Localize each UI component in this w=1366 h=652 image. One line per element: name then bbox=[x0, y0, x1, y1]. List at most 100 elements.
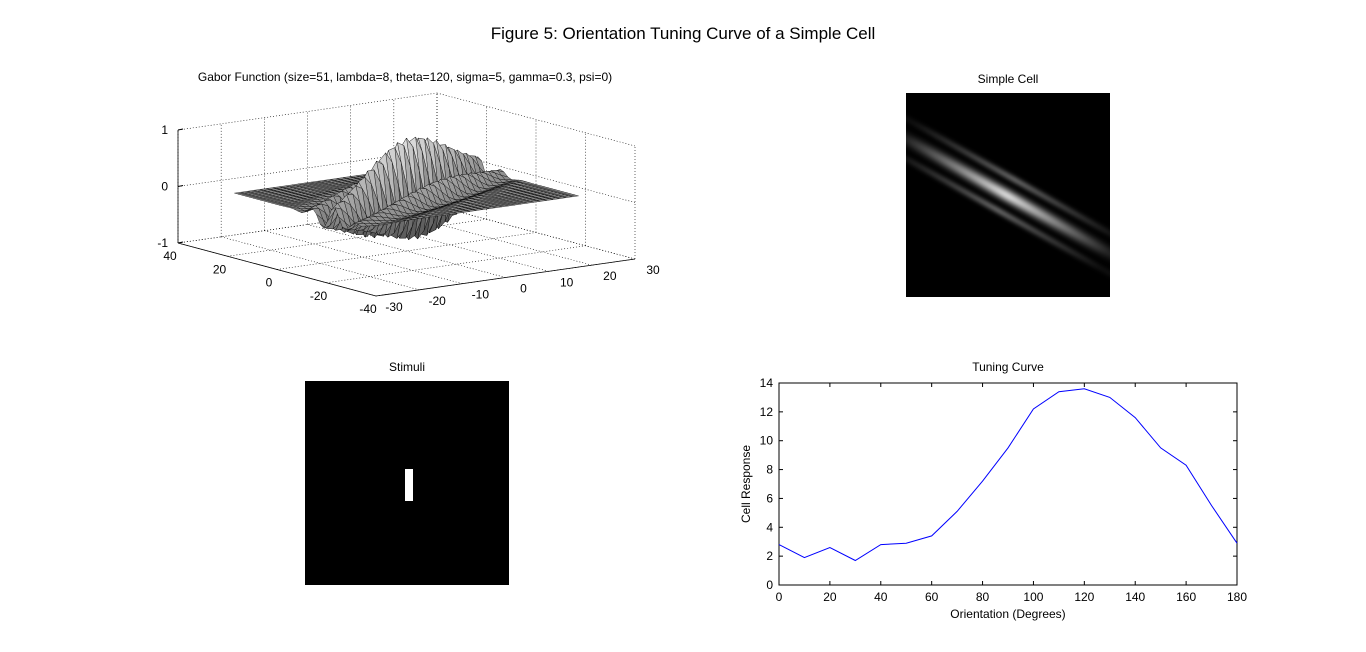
gabor-surface-patch bbox=[297, 210, 308, 213]
gabor-surface-patch bbox=[421, 150, 433, 222]
gabor-surface-patch bbox=[491, 205, 502, 208]
gabor-surface-patch bbox=[355, 218, 366, 230]
tuning-xtick-label: 20 bbox=[823, 590, 837, 604]
gabor-surface-patch bbox=[419, 171, 430, 233]
gabor-surface-patch bbox=[373, 169, 385, 221]
gabor-surface-patch bbox=[279, 196, 290, 199]
gabor-surface-patch bbox=[424, 164, 435, 171]
gabor-surface-patch bbox=[482, 171, 493, 178]
simple-cell-side-band-upper bbox=[906, 115, 1110, 237]
gabor-surface-patch bbox=[492, 189, 504, 193]
gabor-surface-patch bbox=[470, 202, 481, 205]
gabor-surface-patch bbox=[364, 205, 375, 239]
gabor-surface-patch bbox=[462, 200, 474, 203]
gabor-surface-patch bbox=[311, 203, 323, 207]
gabor-surface-patch bbox=[527, 194, 539, 197]
gabor-surface-patch bbox=[391, 212, 403, 234]
gabor-surface-patch bbox=[485, 206, 496, 209]
gabor-surface-patch bbox=[411, 215, 422, 218]
gabor-surface-patch bbox=[434, 168, 445, 203]
gabor-surface-patch bbox=[282, 204, 293, 208]
gabor-surface-patch bbox=[401, 172, 413, 175]
gabor-surface-patch bbox=[430, 207, 442, 210]
gabor-surface-patch bbox=[308, 193, 320, 196]
gabor-surface-patch bbox=[334, 189, 345, 192]
gabor-surface-patch bbox=[460, 172, 471, 198]
gabor-floor-grid bbox=[221, 236, 420, 291]
gabor-surface-patch bbox=[404, 212, 416, 241]
gabor-surface-patch bbox=[384, 179, 395, 184]
gabor-surface-patch bbox=[517, 194, 529, 197]
gabor-surface-patch bbox=[420, 201, 432, 210]
gabor-surface-patch bbox=[445, 176, 457, 188]
gabor-surface-patch bbox=[376, 174, 387, 177]
gabor-surface-patch bbox=[382, 210, 393, 236]
gabor-surface-patch bbox=[394, 218, 405, 221]
gabor-surface-patch bbox=[438, 144, 450, 169]
gabor-surface-patch bbox=[398, 200, 410, 210]
gabor-surface-patch bbox=[462, 153, 473, 162]
gabor-surface-patch bbox=[443, 176, 454, 185]
gabor-surface-patch bbox=[433, 143, 444, 205]
gabor-surface-patch bbox=[436, 140, 447, 187]
gabor-floor-grid bbox=[307, 224, 506, 278]
gabor-surface-patch bbox=[483, 192, 494, 196]
gabor-surface-patch bbox=[484, 203, 495, 206]
gabor-surface-patch bbox=[425, 165, 437, 175]
gabor-surface-patch bbox=[543, 190, 554, 193]
gabor-surface-patch bbox=[353, 221, 365, 224]
gabor-floor-grid bbox=[326, 245, 586, 284]
gabor-surface-patch bbox=[453, 149, 465, 164]
gabor-surface-patch bbox=[425, 199, 437, 234]
gabor-surface-patch bbox=[299, 204, 311, 207]
gabor-xtick-label: 10 bbox=[560, 275, 574, 289]
gabor-floor-grid bbox=[264, 230, 463, 284]
gabor-surface-patch bbox=[453, 183, 464, 198]
gabor-surface-patch bbox=[470, 194, 482, 197]
gabor-surface-patch bbox=[423, 186, 435, 231]
gabor-surface-patch bbox=[383, 204, 395, 210]
gabor-surface-patch bbox=[245, 195, 256, 198]
gabor-surface-patch bbox=[353, 188, 365, 193]
gabor-surface-patch bbox=[352, 215, 364, 235]
gabor-surface-patch bbox=[434, 164, 446, 174]
gabor-surface-patch bbox=[420, 168, 431, 193]
gabor-surface-patch bbox=[326, 185, 337, 188]
gabor-surface-patch bbox=[306, 187, 318, 190]
gabor-surface-patch bbox=[444, 146, 455, 169]
gabor-surface-patch bbox=[282, 194, 293, 197]
gabor-surface-patch bbox=[538, 194, 549, 197]
gabor-surface-patch bbox=[494, 196, 506, 199]
gabor-surface-patch bbox=[474, 174, 486, 197]
gabor-surface-patch bbox=[255, 195, 266, 198]
gabor-surface-patch bbox=[405, 172, 416, 176]
gabor-surface-patch bbox=[366, 192, 378, 235]
gabor-surface-patch bbox=[518, 197, 530, 200]
gabor-surface-patch bbox=[271, 191, 282, 194]
gabor-surface-patch bbox=[295, 202, 306, 206]
tuning-points bbox=[778, 388, 1238, 561]
gabor-surface-patch bbox=[430, 212, 441, 216]
gabor-surface-patch bbox=[473, 177, 485, 189]
gabor-surface-patch bbox=[459, 172, 471, 177]
tuning-ytick-label: 6 bbox=[766, 491, 773, 505]
gabor-surface-patch bbox=[361, 214, 372, 227]
gabor-surface-patch bbox=[513, 190, 524, 193]
gabor-surface-patch bbox=[441, 205, 452, 223]
gabor-surface-patch bbox=[362, 185, 374, 190]
gabor-surface-patch bbox=[297, 190, 308, 193]
gabor-surface-patch bbox=[423, 213, 435, 216]
gabor-surface-patch bbox=[291, 183, 303, 187]
gabor-surface-patch bbox=[540, 192, 551, 195]
gabor-surface-patch bbox=[439, 209, 450, 213]
gabor-surface-patch bbox=[321, 203, 332, 221]
gabor-surface-patch bbox=[437, 146, 449, 187]
gabor-surface-patch bbox=[267, 190, 278, 193]
gabor-surface-patch bbox=[430, 156, 442, 220]
gabor-surface-patch bbox=[355, 203, 366, 238]
gabor-surface-patch bbox=[414, 216, 426, 219]
gabor-surface-patch bbox=[447, 189, 458, 223]
gabor-surface-patch bbox=[402, 218, 413, 221]
gabor-surface-patch bbox=[473, 193, 484, 196]
gabor-surface-patch bbox=[420, 212, 431, 236]
